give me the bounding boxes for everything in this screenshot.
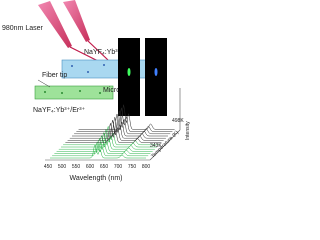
spectrum-trace <box>61 128 157 148</box>
spectrum-trace <box>50 144 146 159</box>
spectrum-trace <box>78 104 175 130</box>
spectrum-trace <box>54 137 151 154</box>
x-tick-label: 750 <box>128 164 137 170</box>
temp-high: 498K <box>172 118 184 124</box>
spectrum-trace <box>56 134 153 152</box>
x-tick-label: 700 <box>114 164 123 170</box>
y-axis-label: Intensity <box>185 121 191 140</box>
er-label: NaYF₄:Yb³⁺/Er³⁺ <box>33 107 86 114</box>
tm-label: NaYF₄:Yb³⁺/Tm³⁺ <box>84 49 140 56</box>
x-tick-label: 600 <box>86 164 95 170</box>
particles <box>44 90 101 94</box>
spectrum-trace <box>65 123 162 143</box>
spectrum-trace <box>67 120 164 141</box>
inset-image <box>145 38 167 116</box>
tm-block <box>61 59 159 79</box>
spectrum-trace <box>74 110 171 135</box>
spectrum-trace <box>58 131 155 150</box>
fiber-tips <box>38 0 109 63</box>
glow <box>127 68 131 76</box>
x-tick-label: 800 <box>142 164 151 170</box>
x-tick-label: 500 <box>58 164 67 170</box>
inset-image <box>118 38 140 116</box>
spectrum-trace <box>76 107 173 132</box>
fiber-tip-label: Fiber tip <box>42 72 67 79</box>
x-axis-label: Wavelength (nm) <box>69 175 122 182</box>
spectrum-trace <box>69 117 166 139</box>
x-tick-label: 450 <box>44 164 53 170</box>
temp-low: 343K <box>150 143 162 149</box>
spectrum-trace <box>72 113 168 137</box>
spectrum-trace <box>63 126 160 146</box>
x-tick-label: 550 <box>72 164 81 170</box>
glow <box>154 68 158 76</box>
spectrum <box>45 88 181 161</box>
x-tick-label: 650 <box>100 164 109 170</box>
figure: 980nm Laser NaYF₄:Yb³⁺/Tm³⁺ Fiber tip Mi… <box>2 0 191 182</box>
spectrum-trace <box>52 140 149 157</box>
laser-label: 980nm Laser <box>2 25 44 32</box>
er-block <box>34 85 114 100</box>
